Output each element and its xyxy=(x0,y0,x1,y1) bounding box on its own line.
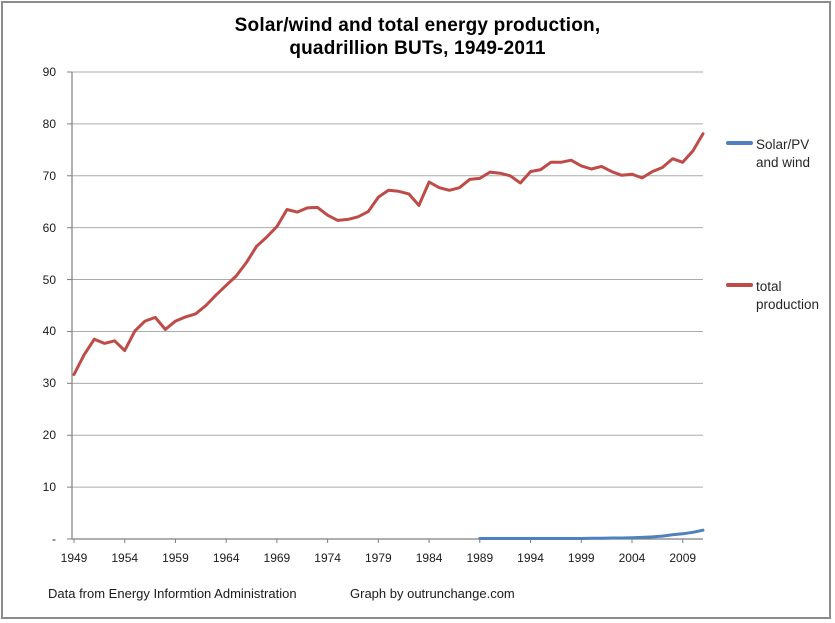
x-axis-tick-label-1979: 1979 xyxy=(364,551,392,565)
x-axis-tick-label-1974: 1974 xyxy=(314,551,341,565)
x-axis-tick-label-1989: 1989 xyxy=(466,551,494,565)
footer-credit-text: Graph by outrunchange.com xyxy=(350,586,515,601)
x-axis-tick-label-2004: 2004 xyxy=(618,551,646,565)
series-line-total-production xyxy=(72,132,705,376)
y-axis-tick-label-30: 30 xyxy=(42,376,56,391)
x-axis-tick-label-1949: 1949 xyxy=(60,551,88,565)
y-axis-tick-label-50: 50 xyxy=(42,272,56,287)
legend-label-total-line1: total xyxy=(756,279,782,294)
legend-swatch-solar-wind xyxy=(726,141,753,145)
x-axis-tick-label-1959: 1959 xyxy=(162,551,189,565)
x-axis-tick-label-1964: 1964 xyxy=(212,551,240,565)
x-axis-tick-label-1969: 1969 xyxy=(263,551,291,565)
x-axis-tick-label-1994: 1994 xyxy=(517,551,544,565)
y-axis-tick-label-10: 10 xyxy=(42,480,56,495)
y-axis-tick-label-60: 60 xyxy=(42,220,56,235)
x-axis-tick-label-1999: 1999 xyxy=(567,551,595,565)
chart-title-line2: quadrillion BUTs, 1949-2011 xyxy=(289,38,546,59)
y-axis-tick-label-80: 80 xyxy=(42,116,56,131)
y-axis-tick-label-90: 90 xyxy=(42,65,56,79)
y-axis-tick-label-70: 70 xyxy=(42,168,56,183)
legend-swatch-total-production xyxy=(726,283,753,287)
x-axis-tick-label-1984: 1984 xyxy=(415,551,443,565)
y-axis-tick-label-20: 20 xyxy=(42,428,56,443)
x-axis-tick-label-1954: 1954 xyxy=(111,551,139,565)
y-axis-tick-label-40: 40 xyxy=(42,324,56,339)
legend-label-solar-wind-line2: and wind xyxy=(756,154,811,170)
legend-label-total-line2: production xyxy=(756,296,820,312)
series-line-solar-pv-and-wind xyxy=(478,528,705,540)
legend-label-solar-wind-line1: Solar/PV xyxy=(756,137,810,152)
x-axis-tick-label-2009: 2009 xyxy=(669,551,697,565)
legend-label-total-production: total production xyxy=(756,278,835,313)
chart-title-line1: Solar/wind and total energy production, xyxy=(234,15,601,36)
legend-label-solar-wind: Solar/PV and wind xyxy=(756,136,835,171)
footer-source-text: Data from Energy Informtion Administrati… xyxy=(48,586,297,601)
y-axis-tick-label-0: - xyxy=(52,532,56,546)
chart-title: Solar/wind and total energy production, … xyxy=(0,14,835,60)
